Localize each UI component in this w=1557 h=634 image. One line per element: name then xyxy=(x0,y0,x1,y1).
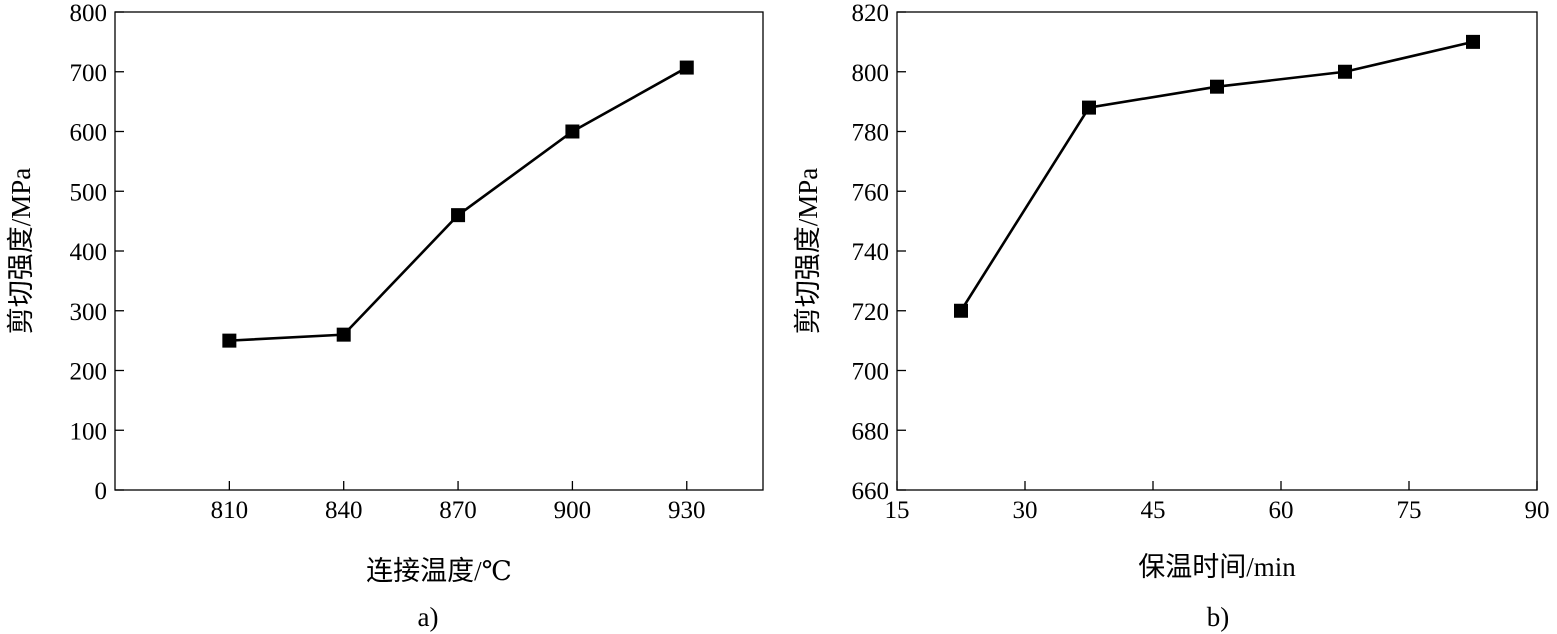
data-point-marker xyxy=(1466,34,1480,49)
y-axis-title: 剪切强度/MPa xyxy=(793,168,823,335)
data-point-marker xyxy=(1210,79,1224,94)
data-point-marker xyxy=(1082,100,1096,115)
y-tick-label: 400 xyxy=(70,239,108,266)
y-tick-label: 660 xyxy=(852,478,890,505)
panel-label: b) xyxy=(1207,602,1230,632)
y-tick-label: 0 xyxy=(95,478,108,505)
x-axis-title: 保温时间/min xyxy=(1138,552,1296,582)
data-point-marker xyxy=(222,333,237,348)
x-tick-label: 15 xyxy=(885,497,910,524)
y-tick-label: 720 xyxy=(852,299,890,326)
y-tick-label: 700 xyxy=(70,60,108,87)
y-tick-label: 200 xyxy=(70,359,108,386)
y-tick-label: 740 xyxy=(852,239,890,266)
data-point-marker xyxy=(679,60,694,75)
x-tick-label: 810 xyxy=(211,497,249,524)
y-tick-label: 780 xyxy=(852,120,890,147)
y-axis-title: 剪切强度/MPa xyxy=(6,168,36,335)
chart-a-shear-strength-vs-temperature: 0 100 200 300 400 500 600 700 800 810 840 870 900 930… xyxy=(6,0,764,632)
data-point-marker xyxy=(451,208,466,223)
y-tick-label: 600 xyxy=(70,120,108,147)
x-tick-label: 840 xyxy=(325,497,363,524)
x-tick-label: 870 xyxy=(439,497,477,524)
y-tick-label: 300 xyxy=(70,299,108,326)
data-point-marker xyxy=(954,303,968,318)
x-tick-label: 75 xyxy=(1397,497,1422,524)
y-tick-label: 760 xyxy=(852,179,890,206)
y-tick-label: 820 xyxy=(852,0,890,27)
panel-label: a) xyxy=(418,602,439,632)
y-tick-label: 500 xyxy=(70,179,108,206)
y-tick-label: 700 xyxy=(852,359,890,386)
x-tick-label: 30 xyxy=(1013,497,1038,524)
x-tick-label: 45 xyxy=(1141,497,1166,524)
y-tick-label: 800 xyxy=(852,60,890,87)
chart-b-shear-strength-vs-holding-time: 660 680 700 720 740 760 780 800 820 15 30 45 60 75 90 保… xyxy=(793,0,1550,632)
x-tick-label: 930 xyxy=(668,497,706,524)
x-tick-label: 900 xyxy=(554,497,592,524)
plot-frame xyxy=(114,11,764,491)
data-point-marker xyxy=(336,327,351,342)
x-axis-title: 连接温度/℃ xyxy=(366,556,512,586)
y-tick-label: 100 xyxy=(70,418,108,445)
y-tick-label: 680 xyxy=(852,418,890,445)
x-tick-label: 60 xyxy=(1269,497,1294,524)
y-tick-label: 800 xyxy=(70,0,108,27)
x-tick-label: 90 xyxy=(1525,497,1550,524)
data-point-marker xyxy=(565,124,580,139)
series-line xyxy=(229,66,688,342)
data-point-marker xyxy=(1338,64,1352,79)
